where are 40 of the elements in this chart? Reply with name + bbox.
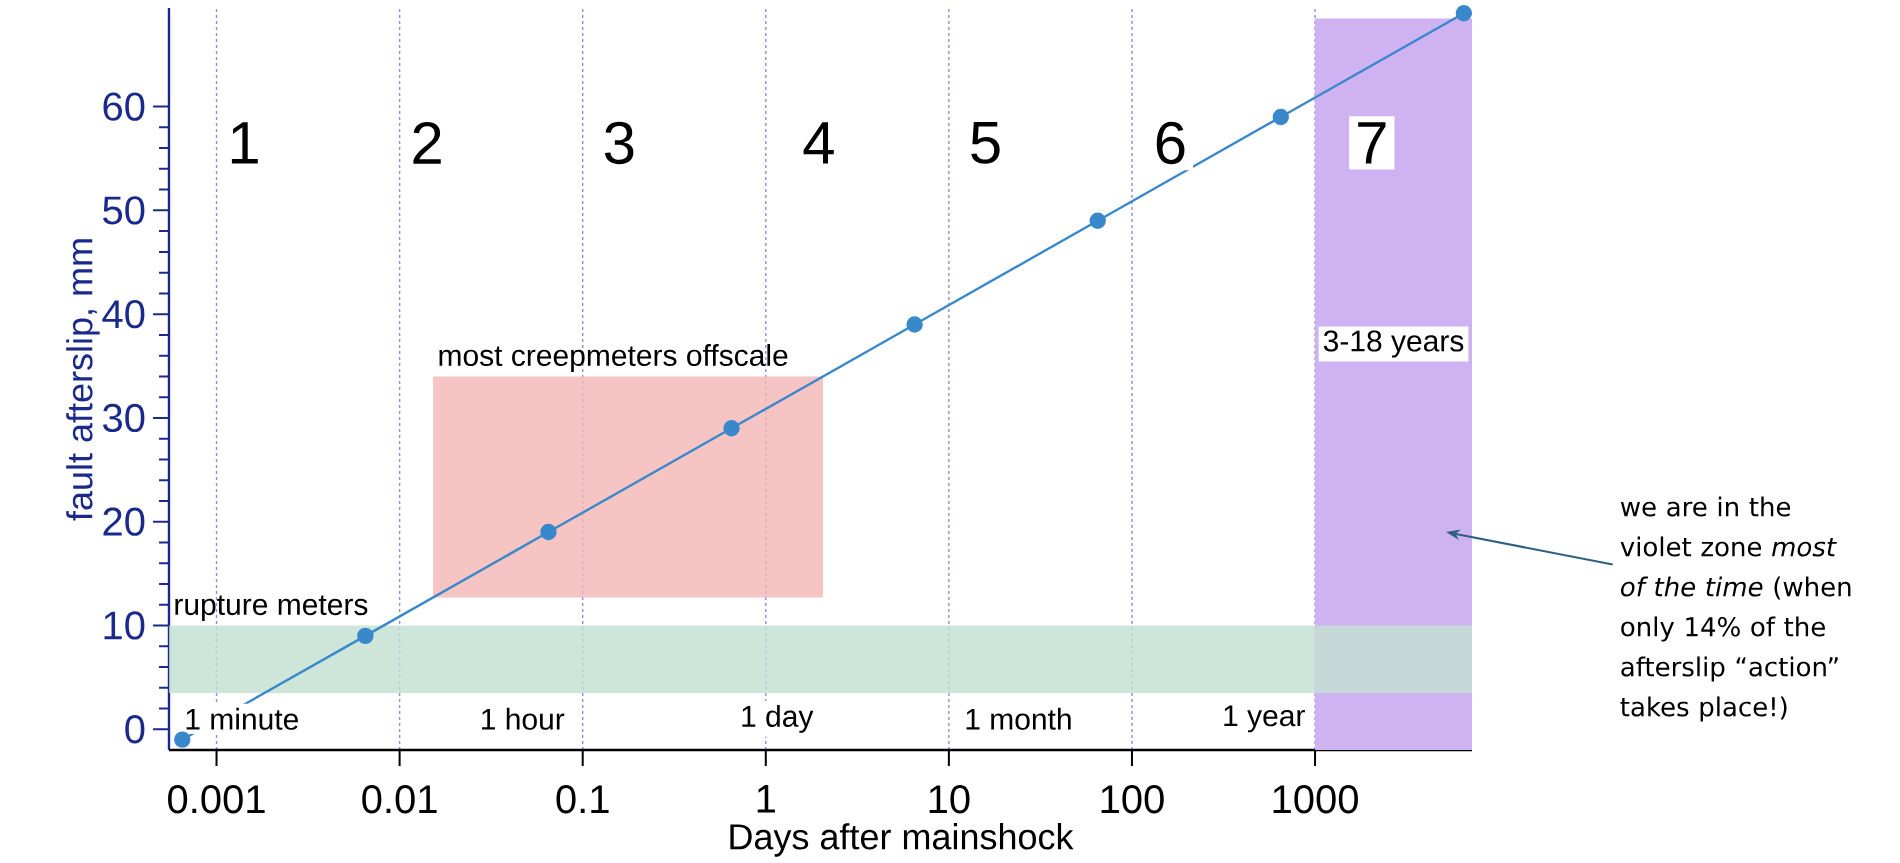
annotation: 1 minute — [186, 707, 298, 730]
annotation: 6 — [1156, 121, 1185, 164]
annotation: 1 hour — [482, 707, 565, 730]
x-tick-label: 0.001 — [168, 784, 265, 814]
point — [540, 523, 557, 541]
x-tick-label: 1 — [757, 784, 775, 813]
point — [1455, 4, 1473, 22]
band-label: most creepmeters offscale — [439, 343, 788, 372]
text: we are in the violet zone most of the time (when only 14% of the afterslip “action” takes place!) — [1620, 496, 1851, 722]
y-axis-title: fault afterslip, mm — [66, 239, 100, 521]
band-label: rupture meters — [175, 595, 368, 621]
annotation: 1 year — [1224, 705, 1305, 733]
y-tick-label: 60 — [103, 92, 145, 121]
x-tick-label: 100 — [1101, 784, 1164, 814]
x-tick-label: 1000 — [1273, 784, 1358, 814]
annotation: 4 — [803, 122, 834, 164]
y-tick-label: 10 — [104, 611, 145, 640]
point — [906, 316, 923, 333]
point — [174, 731, 191, 748]
annotation: 1 month — [966, 707, 1071, 730]
annotation: 1 — [231, 122, 258, 164]
point — [1272, 108, 1289, 125]
y-tick-label: 50 — [103, 196, 145, 225]
point — [1089, 212, 1106, 229]
x-tick-label: 10 — [929, 784, 970, 814]
annotation: 1 day — [742, 704, 814, 733]
y-tick-label: 30 — [103, 403, 145, 432]
y-tick-label: 0 — [125, 714, 145, 744]
point — [723, 419, 740, 437]
y-tick-label: 20 — [103, 507, 145, 536]
annotation: 2 — [413, 121, 441, 164]
x-axis-title: Days after mainshock — [730, 822, 1074, 857]
annotation: 7 — [1358, 122, 1386, 164]
y-tick-label: 40 — [102, 299, 145, 329]
point — [357, 627, 374, 644]
annotation: 5 — [971, 121, 1000, 164]
x-tick-label: 0.1 — [556, 784, 609, 814]
band-label: 3-18 years — [1323, 330, 1464, 358]
x-tick-label: 0.01 — [362, 784, 437, 814]
annotation: 3 — [604, 121, 634, 164]
